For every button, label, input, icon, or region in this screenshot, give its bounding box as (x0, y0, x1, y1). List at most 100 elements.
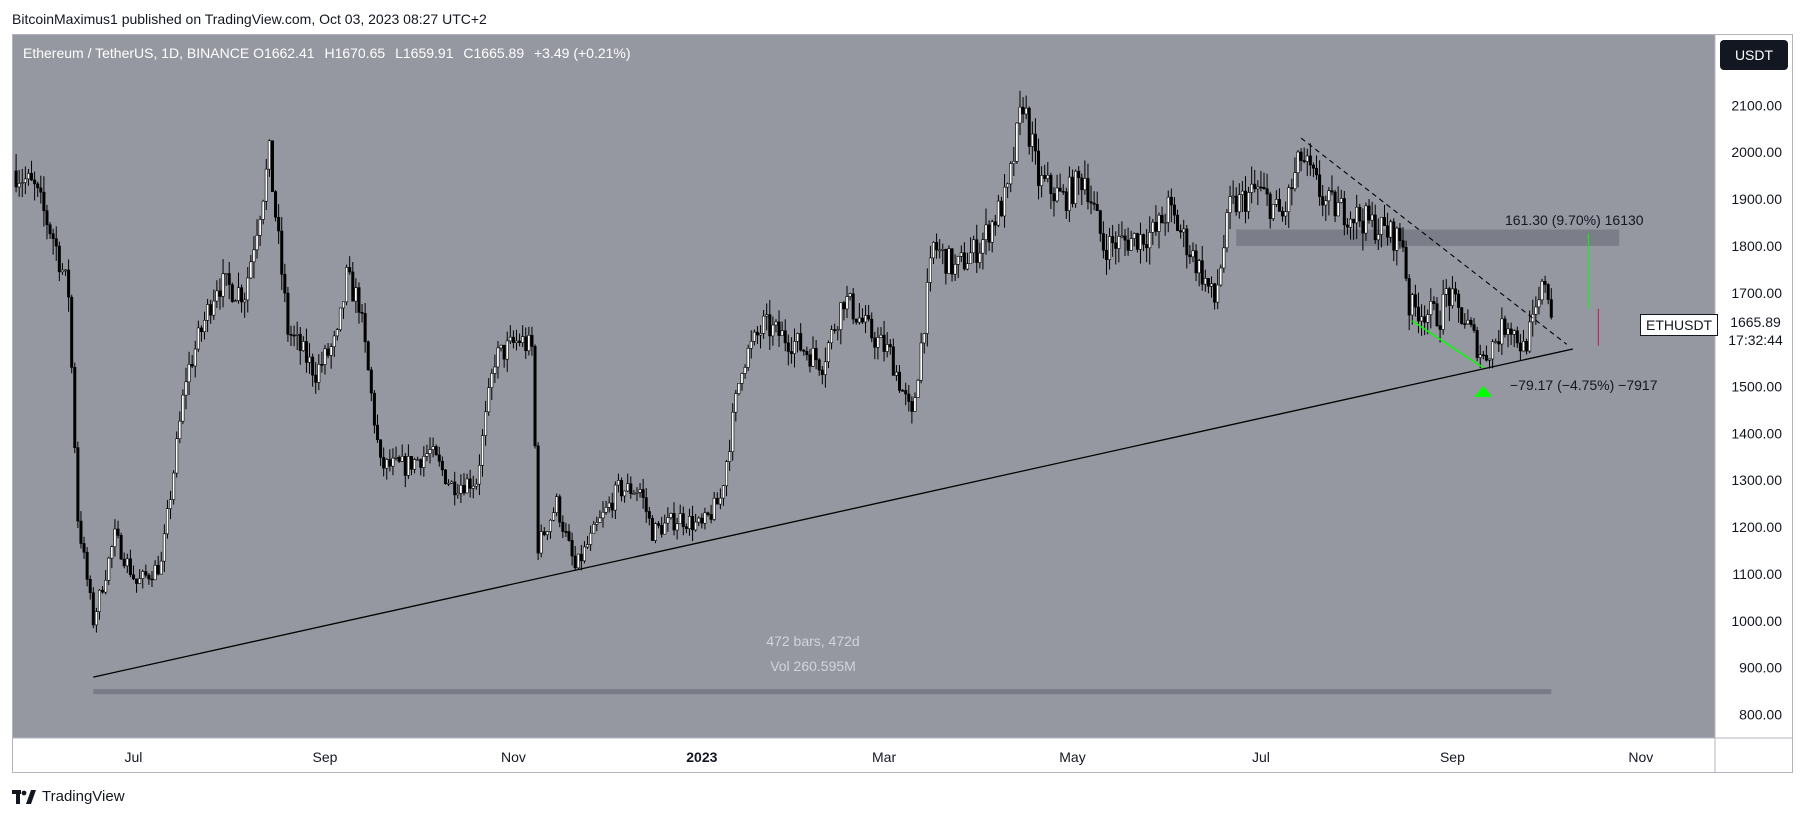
y-tick-label: 900.00 (1739, 660, 1782, 676)
candle-body (1157, 214, 1161, 232)
high-label: H (324, 45, 335, 61)
candle-body (82, 543, 86, 553)
candle-body (20, 182, 24, 184)
candle-body (981, 239, 985, 254)
candle-body (218, 290, 222, 297)
candle-body (796, 333, 800, 342)
candle-body (620, 480, 624, 497)
candle-body (67, 269, 71, 298)
candle-body (1108, 236, 1112, 260)
candle-body (632, 493, 636, 495)
measure-down-label: −79.17 (−4.75%) −7917 (1510, 377, 1658, 393)
candle-body (1361, 220, 1365, 234)
candle-body (737, 383, 741, 394)
candle-body (227, 273, 231, 286)
candle-body (539, 531, 543, 554)
candle-body (246, 277, 250, 301)
candle-body (1345, 224, 1349, 228)
candle-body (1352, 218, 1356, 224)
candle-body (1018, 106, 1022, 124)
candle-body (851, 293, 855, 320)
candle-body (768, 314, 772, 337)
candle-body (351, 271, 355, 302)
candle-body (709, 514, 713, 520)
candle-body (962, 252, 966, 270)
candle-body (304, 341, 308, 363)
ascending-support-line[interactable] (93, 348, 1574, 678)
candle-body (616, 480, 620, 486)
candle-body (487, 387, 491, 413)
candle-body (1478, 354, 1482, 358)
candle-body (1416, 306, 1420, 322)
candle-body (873, 337, 877, 348)
candle-body (777, 321, 781, 336)
candle-body (1549, 299, 1553, 318)
candle-body (1268, 193, 1272, 219)
candle-body (1262, 187, 1266, 189)
candle-body (938, 249, 942, 252)
candle-body (91, 592, 95, 626)
symbol-name: Ethereum / TetherUS, 1D, BINANCE (23, 45, 250, 61)
candle-body (718, 497, 722, 505)
candle-body (725, 461, 729, 487)
symbol-legend: Ethereum / TetherUS, 1D, BINANCE O1662.4… (23, 45, 637, 61)
candle-body (1104, 249, 1108, 260)
candle-body (187, 364, 191, 383)
y-tick-label: 1000.00 (1731, 613, 1782, 629)
candle-body (104, 579, 108, 593)
candle-body (30, 173, 34, 181)
candle-body (786, 342, 790, 352)
candle-body (972, 239, 976, 254)
candle-body (663, 522, 667, 535)
low-value: 1659.91 (402, 45, 454, 61)
candle-body (1123, 235, 1127, 241)
candle-body (391, 457, 395, 467)
candle-body (650, 517, 654, 541)
candle-body (107, 557, 111, 581)
candle-body (1457, 293, 1461, 308)
candle-body (1151, 221, 1155, 233)
candle-body (57, 245, 61, 273)
descending-resistance-line[interactable] (1300, 137, 1568, 345)
candle-body (274, 191, 278, 218)
candle-body (1386, 225, 1390, 238)
candle-body (1049, 174, 1053, 194)
candle-body (1355, 206, 1359, 224)
currency-button[interactable]: USDT (1720, 40, 1788, 70)
candle-body (54, 238, 58, 247)
candle-body (388, 459, 392, 467)
candle-body (1138, 234, 1142, 250)
tradingview-logo-icon (12, 789, 36, 804)
candle-body (1194, 250, 1198, 274)
candle-body (277, 217, 281, 232)
candle-body (1203, 278, 1207, 285)
candle-body (270, 140, 274, 192)
candle-body (1129, 238, 1133, 251)
candle-body (1197, 260, 1201, 274)
y-tick-label: 1800.00 (1731, 238, 1782, 254)
candle-body (94, 611, 98, 626)
candle-body (1389, 221, 1393, 238)
candle-body (357, 287, 361, 313)
candle-body (669, 513, 673, 518)
candle-body (363, 313, 367, 343)
candle-body (1247, 192, 1251, 212)
candle-body (1302, 160, 1306, 162)
candle-body (1120, 235, 1124, 238)
candle-body (1528, 321, 1532, 352)
footer-brand[interactable]: TradingView (12, 788, 125, 805)
candle-body (283, 273, 287, 294)
candle-body (1222, 247, 1226, 269)
candle-body (1376, 234, 1380, 241)
candle-body (1256, 186, 1260, 190)
candle-body (919, 342, 923, 381)
candle-body (1296, 151, 1300, 174)
candle-body (1166, 196, 1170, 223)
divergence-line[interactable] (1411, 320, 1484, 369)
candle-body (706, 512, 710, 515)
candle-body (789, 351, 793, 355)
candle-body (131, 574, 135, 580)
candle-body (916, 379, 920, 398)
candle-body (1506, 328, 1510, 335)
